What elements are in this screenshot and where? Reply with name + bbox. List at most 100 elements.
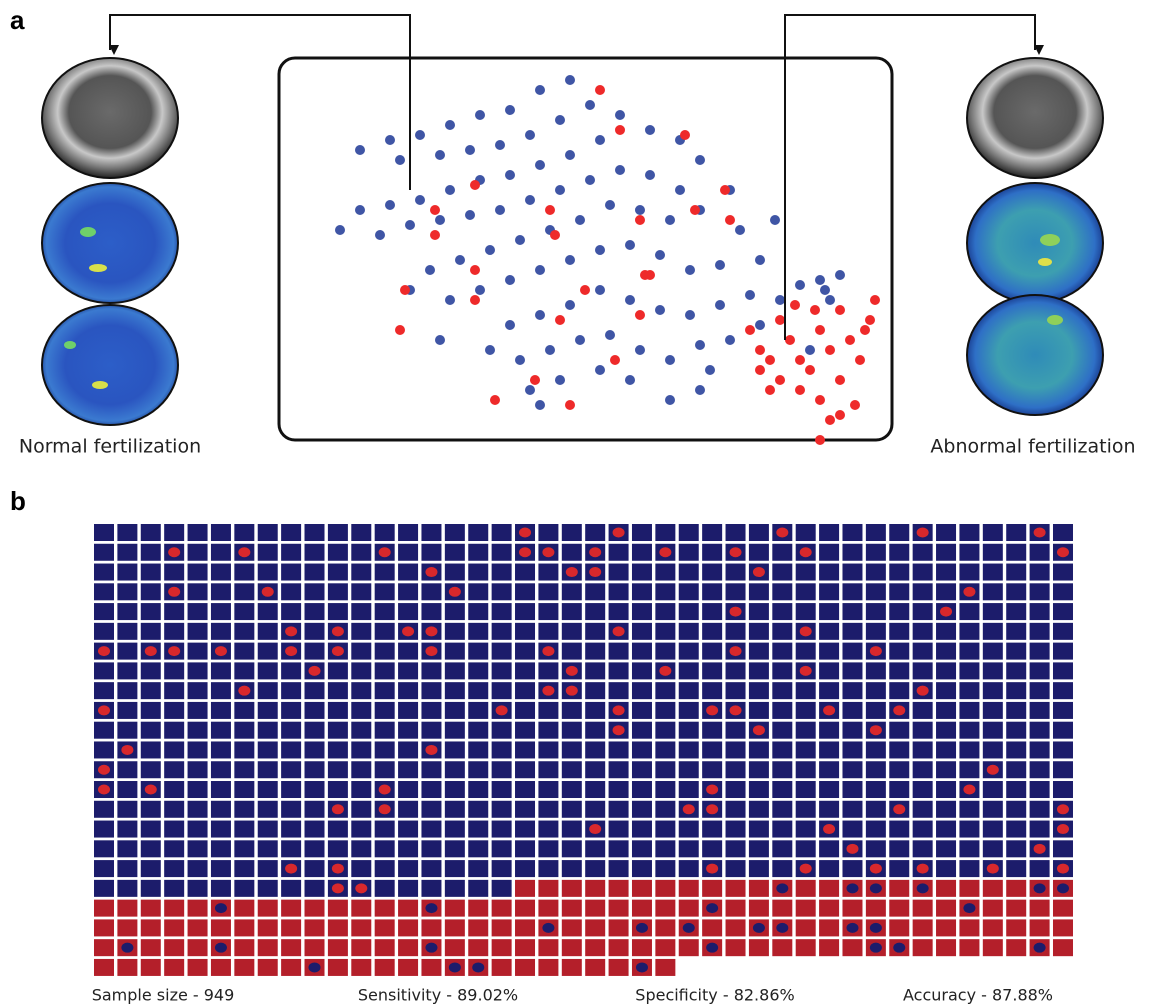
point <box>820 285 830 295</box>
misclassified-dot <box>613 705 625 715</box>
waffle-cell <box>772 643 792 660</box>
waffle-cell <box>375 662 395 679</box>
waffle-cell <box>351 524 371 541</box>
waffle-cell <box>1006 682 1026 699</box>
point <box>615 165 625 175</box>
waffle-cell <box>702 919 722 936</box>
waffle-cell <box>749 900 769 917</box>
waffle-cell <box>679 702 699 719</box>
misclassified-dot <box>1034 844 1046 854</box>
waffle-cell <box>913 702 933 719</box>
waffle-cell <box>913 781 933 798</box>
waffle-cell <box>772 821 792 838</box>
point <box>625 240 635 250</box>
waffle-cell <box>328 900 348 917</box>
waffle-cell <box>117 662 137 679</box>
point <box>790 300 800 310</box>
waffle-cell <box>913 900 933 917</box>
waffle-cell <box>281 603 301 620</box>
waffle-cell <box>842 781 862 798</box>
waffle-cell <box>562 919 582 936</box>
misclassified-dot <box>730 547 742 557</box>
point <box>865 315 875 325</box>
point <box>685 310 695 320</box>
waffle-cell <box>492 919 512 936</box>
waffle-cell <box>398 900 418 917</box>
waffle-cell <box>679 939 699 956</box>
misclassified-dot <box>215 943 227 953</box>
waffle-cell <box>211 880 231 897</box>
waffle-cell <box>679 603 699 620</box>
waffle-cell <box>1030 623 1050 640</box>
waffle-cell <box>1030 583 1050 600</box>
waffle-cell <box>655 919 675 936</box>
waffle-cell <box>913 741 933 758</box>
waffle-cell <box>538 959 558 976</box>
waffle-cell <box>726 801 746 818</box>
waffle-cell <box>258 919 278 936</box>
waffle-cell <box>609 662 629 679</box>
stat-label: Sensitivity - 89.02% <box>358 986 518 1005</box>
waffle-cell <box>305 761 325 778</box>
point <box>705 365 715 375</box>
waffle-cell <box>211 544 231 561</box>
waffle-cell <box>305 702 325 719</box>
misclassified-dot <box>636 923 648 933</box>
waffle-cell <box>375 741 395 758</box>
point <box>795 385 805 395</box>
point <box>595 285 605 295</box>
waffle-cell <box>959 544 979 561</box>
waffle-cell <box>117 781 137 798</box>
waffle-cell <box>445 900 465 917</box>
point <box>525 385 535 395</box>
waffle-cell <box>655 583 675 600</box>
waffle-cell <box>234 781 254 798</box>
waffle-cell <box>117 860 137 877</box>
waffle-cell <box>842 939 862 956</box>
waffle-cell <box>959 603 979 620</box>
point <box>555 185 565 195</box>
waffle-cell <box>842 702 862 719</box>
scatter-frame <box>279 58 892 440</box>
point <box>355 145 365 155</box>
waffle-cell <box>258 821 278 838</box>
waffle-cell <box>351 702 371 719</box>
waffle-cell <box>398 524 418 541</box>
point <box>395 325 405 335</box>
waffle-cell <box>305 524 325 541</box>
point <box>405 220 415 230</box>
waffle-cell <box>375 603 395 620</box>
point <box>825 345 835 355</box>
waffle-cell <box>188 761 208 778</box>
waffle-cell <box>585 919 605 936</box>
waffle-cell <box>1006 860 1026 877</box>
waffle-cell <box>164 702 184 719</box>
waffle-cell <box>445 662 465 679</box>
waffle-cell <box>959 702 979 719</box>
waffle-cell <box>258 662 278 679</box>
waffle-cell <box>1030 603 1050 620</box>
point <box>580 285 590 295</box>
point <box>530 375 540 385</box>
waffle-cell <box>796 900 816 917</box>
waffle-cell <box>679 900 699 917</box>
waffle-cell <box>726 900 746 917</box>
misclassified-dot <box>542 686 554 696</box>
waffle-cell <box>538 761 558 778</box>
waffle-cell <box>702 821 722 838</box>
point <box>655 250 665 260</box>
waffle-cell <box>211 801 231 818</box>
misclassified-dot <box>800 626 812 636</box>
waffle-cell <box>211 662 231 679</box>
waffle-cell <box>281 662 301 679</box>
point <box>495 140 505 150</box>
waffle-cell <box>796 722 816 739</box>
waffle-cell <box>585 741 605 758</box>
point <box>455 255 465 265</box>
waffle-cell <box>726 939 746 956</box>
waffle-cell <box>796 919 816 936</box>
waffle-cell <box>538 860 558 877</box>
waffle-cell <box>538 880 558 897</box>
waffle-cell <box>726 564 746 581</box>
waffle-cell <box>492 564 512 581</box>
